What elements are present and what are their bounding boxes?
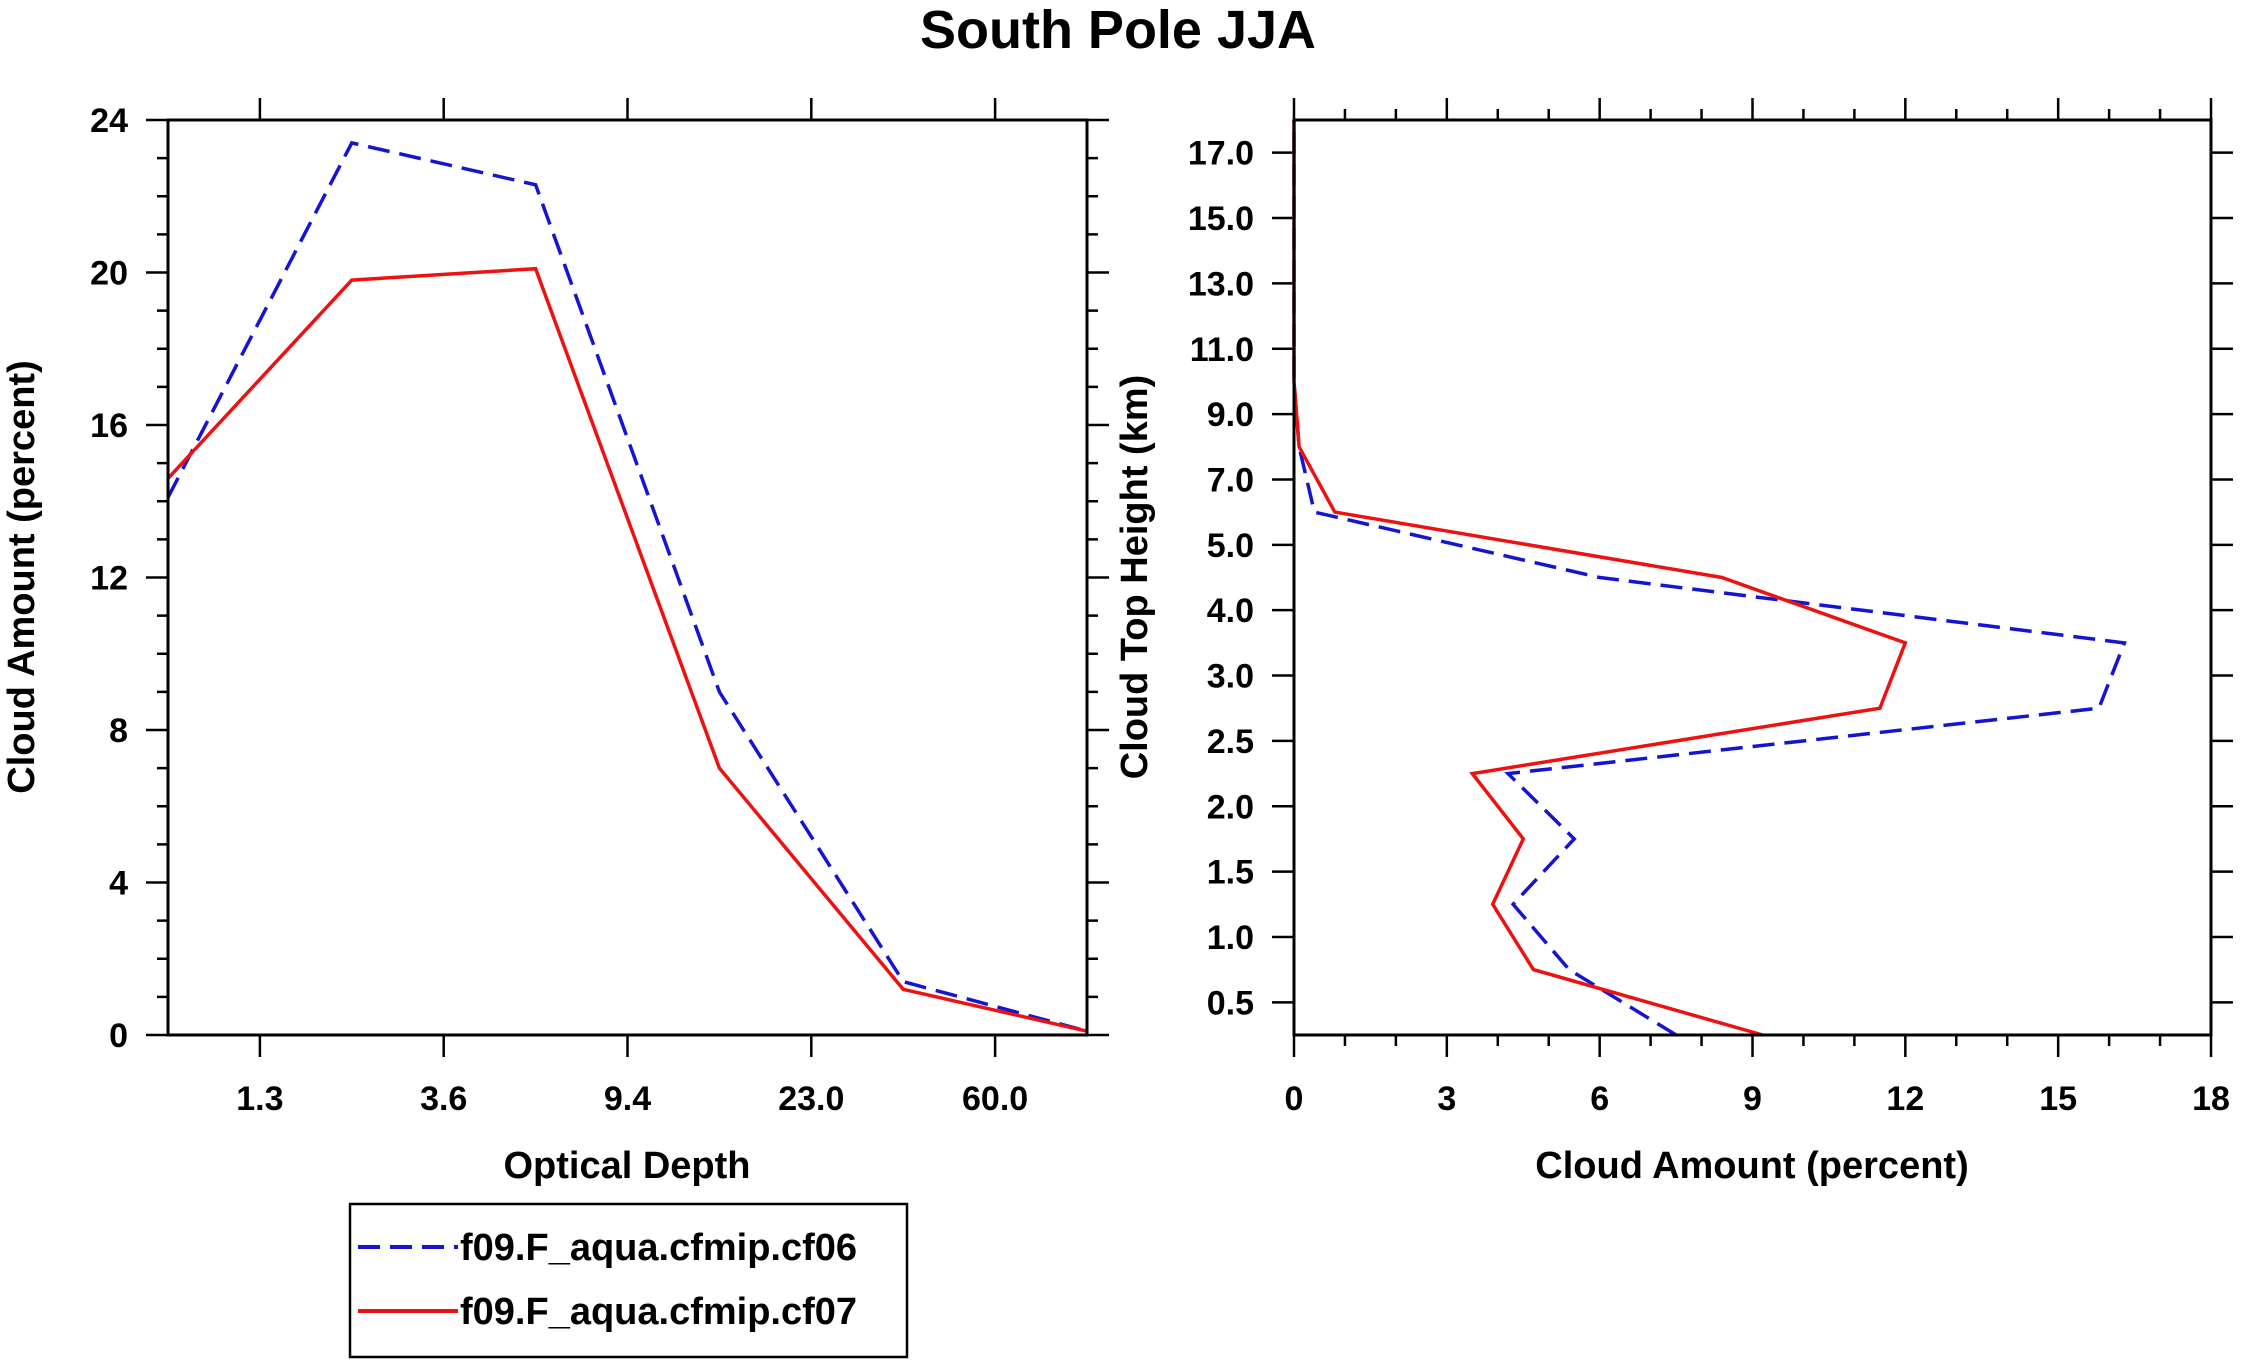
left-y-tick-label: 8 — [109, 712, 128, 750]
left-y-tick-label: 12 — [90, 560, 128, 598]
right-x-tick-label: 15 — [2039, 1080, 2077, 1118]
right-y-tick-label: 11.0 — [1190, 331, 1254, 369]
left-x-axis-label: Optical Depth — [503, 1145, 750, 1187]
left-panel-tick-labels: 1.3 3.6 9.4 23.0 60.0 0 4 8 12 16 20 24 — [90, 102, 1028, 1118]
right-y-tick-label: 1.5 — [1207, 854, 1254, 892]
left-series-line — [166, 266, 1088, 1033]
left-y-tick-label: 16 — [90, 407, 128, 445]
right-y-tick-label: 7.0 — [1207, 461, 1254, 499]
legend-box — [348, 1202, 909, 1359]
right-y-tick-label: 9.0 — [1207, 396, 1254, 434]
right-x-tick-label: 3 — [1437, 1080, 1456, 1118]
legend-label-cf06: f09.F_aqua.cfmip.cf06 — [460, 1227, 857, 1269]
right-y-tick-label: 2.5 — [1207, 723, 1254, 761]
left-y-axis-label: Cloud Amount (percent) — [1, 360, 43, 793]
legend-label-cf07: f09.F_aqua.cfmip.cf07 — [460, 1291, 857, 1333]
left-y-tick-label: 0 — [109, 1017, 128, 1055]
left-y-tick-label: 4 — [109, 865, 128, 903]
right-x-axis-label: Cloud Amount (percent) — [1535, 1145, 1968, 1187]
right-y-tick-label: 13.0 — [1188, 265, 1254, 303]
legend: f09.F_aqua.cfmip.cf06 f09.F_aqua.cfmip.c… — [348, 1202, 909, 1359]
right-x-tick-label: 6 — [1590, 1080, 1609, 1118]
left-x-tick-label: 1.3 — [236, 1080, 283, 1118]
left-y-tick-label: 20 — [90, 255, 128, 293]
optical-depth-panel: 1.3 3.6 9.4 23.0 60.0 0 4 8 12 16 20 24 Optical Dep… — [1, 98, 1109, 1187]
left-panel-ticks — [146, 98, 1109, 1057]
left-x-tick-label: 60.0 — [962, 1080, 1028, 1118]
right-x-tick-label: 0 — [1285, 1080, 1304, 1118]
figure-title: South Pole JJA — [920, 0, 1316, 60]
right-y-axis-label: Cloud Top Height (km) — [1114, 375, 1156, 780]
right-y-tick-label: 1.0 — [1207, 919, 1254, 957]
right-x-tick-label: 9 — [1743, 1080, 1762, 1118]
right-y-tick-label: 0.5 — [1207, 984, 1254, 1022]
right-plot-frame — [1292, 118, 2213, 1037]
left-series-line — [166, 140, 1088, 1033]
left-x-tick-label: 3.6 — [420, 1080, 467, 1118]
right-series-line — [1292, 120, 2127, 1037]
left-panel-lines — [166, 140, 1088, 1033]
left-x-tick-label: 23.0 — [778, 1080, 844, 1118]
right-panel-lines — [1292, 120, 2127, 1037]
right-y-tick-label: 5.0 — [1207, 527, 1254, 565]
right-y-tick-label: 15.0 — [1188, 200, 1254, 238]
right-x-tick-label: 12 — [1886, 1080, 1924, 1118]
right-y-tick-label: 3.0 — [1207, 658, 1254, 696]
left-plot-frame — [166, 118, 1089, 1037]
right-y-tick-label: 4.0 — [1207, 592, 1254, 630]
right-x-tick-label: 18 — [2192, 1080, 2230, 1118]
right-y-tick-label: 17.0 — [1188, 135, 1254, 173]
right-panel-tick-labels: 0 3 6 9 12 15 18 0.5 1.0 1.5 2.0 2.5 3.0 4.0 5.0 7.0 9.0… — [1188, 135, 2230, 1118]
right-y-tick-label: 2.0 — [1207, 788, 1254, 826]
right-panel-ticks — [1272, 98, 2233, 1057]
left-x-tick-label: 9.4 — [604, 1080, 651, 1118]
left-y-tick-label: 24 — [90, 102, 128, 140]
cloud-top-height-panel: 0 3 6 9 12 15 18 0.5 1.0 1.5 2.0 2.5 3.0 4.0 5.0 7.0 9.0… — [1114, 98, 2233, 1187]
